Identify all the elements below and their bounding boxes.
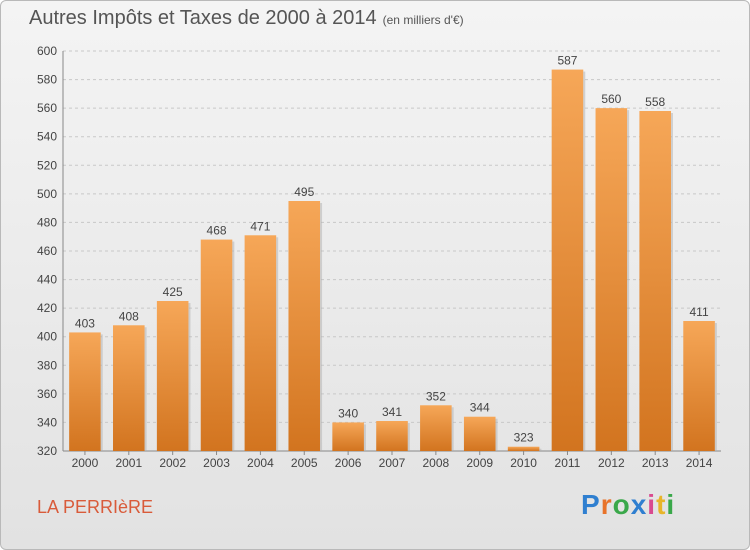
data-label: 344 bbox=[470, 401, 490, 415]
x-tick-label: 2001 bbox=[115, 456, 142, 470]
x-tick-label: 2003 bbox=[203, 456, 230, 470]
logo-letter: i bbox=[666, 489, 676, 520]
x-tick-label: 2004 bbox=[247, 456, 274, 470]
bar bbox=[376, 421, 408, 451]
bar bbox=[420, 405, 452, 451]
place-name: LA PERRIèRE bbox=[37, 497, 154, 517]
bar bbox=[113, 325, 145, 451]
data-label: 495 bbox=[294, 185, 314, 199]
chart-subtitle: (en milliers d'€) bbox=[382, 13, 464, 27]
bar bbox=[683, 321, 715, 451]
chart-title-text: Autres Impôts et Taxes de 2000 à 2014 bbox=[29, 7, 377, 29]
bar-shadow bbox=[451, 407, 454, 451]
logo-letter: i bbox=[647, 489, 657, 520]
x-tick-label: 2007 bbox=[379, 456, 406, 470]
y-tick-label: 360 bbox=[37, 387, 57, 401]
x-tick-label: 2012 bbox=[598, 456, 625, 470]
bar bbox=[507, 446, 540, 451]
y-tick-label: 440 bbox=[37, 273, 57, 287]
logo-letter: x bbox=[630, 489, 648, 520]
data-label: 425 bbox=[163, 285, 183, 299]
logo-letter: P bbox=[581, 489, 601, 520]
bar bbox=[288, 201, 321, 451]
data-label: 340 bbox=[338, 406, 358, 420]
bar-shadow bbox=[320, 203, 323, 451]
x-tick-label: 2002 bbox=[159, 456, 186, 470]
bar bbox=[200, 239, 233, 451]
data-label: 411 bbox=[689, 305, 708, 319]
data-label: 323 bbox=[514, 431, 534, 445]
chart-title: Autres Impôts et Taxes de 2000 à 2014 (en… bbox=[29, 7, 464, 30]
x-tick-label: 2009 bbox=[466, 456, 493, 470]
bar-shadow bbox=[276, 237, 279, 451]
bar-shadow bbox=[495, 418, 498, 451]
bar-shadow bbox=[583, 71, 586, 452]
y-tick-label: 460 bbox=[37, 244, 57, 258]
bar bbox=[332, 422, 364, 451]
data-label: 468 bbox=[207, 224, 227, 238]
logo-letter: t bbox=[656, 489, 667, 520]
bar-shadow bbox=[714, 323, 717, 451]
x-tick-label: 2010 bbox=[510, 456, 537, 470]
y-tick-label: 420 bbox=[37, 301, 57, 315]
data-label: 408 bbox=[119, 309, 139, 323]
bar-shadow bbox=[232, 241, 235, 451]
bar-shadow bbox=[363, 424, 366, 451]
x-tick-label: 2013 bbox=[642, 456, 669, 470]
x-tick-label: 2011 bbox=[555, 456, 581, 470]
bar bbox=[69, 332, 101, 451]
x-tick-label: 2000 bbox=[72, 456, 99, 470]
y-tick-label: 520 bbox=[37, 158, 57, 172]
x-tick-label: 2008 bbox=[423, 456, 450, 470]
logo-letter: o bbox=[612, 489, 631, 520]
y-tick-label: 320 bbox=[37, 444, 57, 458]
data-label: 560 bbox=[601, 92, 621, 106]
bar-shadow bbox=[188, 303, 191, 451]
y-tick-label: 340 bbox=[37, 415, 57, 429]
bar-shadow bbox=[100, 334, 103, 451]
y-tick-label: 500 bbox=[37, 187, 57, 201]
bar bbox=[639, 111, 671, 451]
y-tick-label: 400 bbox=[37, 330, 57, 344]
data-label: 403 bbox=[75, 316, 95, 330]
bar bbox=[463, 416, 496, 451]
x-tick-label: 2006 bbox=[335, 456, 362, 470]
y-tick-label: 480 bbox=[37, 215, 57, 229]
y-tick-label: 560 bbox=[37, 101, 57, 115]
y-tick-label: 540 bbox=[37, 130, 57, 144]
y-tick-label: 580 bbox=[37, 73, 57, 87]
bar-shadow bbox=[539, 448, 542, 451]
bar bbox=[595, 108, 628, 452]
data-label: 341 bbox=[382, 405, 402, 419]
bar-shadow bbox=[407, 423, 410, 451]
bar-shadow bbox=[670, 113, 673, 451]
data-label: 471 bbox=[250, 219, 270, 233]
y-tick-label: 600 bbox=[37, 44, 57, 58]
logo-letter: r bbox=[600, 489, 613, 520]
bar-shadow bbox=[627, 110, 630, 452]
data-label: 558 bbox=[645, 95, 665, 109]
data-label: 587 bbox=[557, 54, 577, 68]
proxiti-logo: Proxiti bbox=[581, 489, 675, 521]
bar bbox=[551, 69, 584, 452]
y-tick-label: 380 bbox=[37, 358, 57, 372]
x-tick-label: 2005 bbox=[291, 456, 318, 470]
bar bbox=[156, 301, 189, 451]
bar-shadow bbox=[144, 327, 147, 451]
data-label: 352 bbox=[426, 389, 446, 403]
x-tick-label: 2014 bbox=[686, 456, 713, 470]
bar bbox=[244, 235, 277, 451]
